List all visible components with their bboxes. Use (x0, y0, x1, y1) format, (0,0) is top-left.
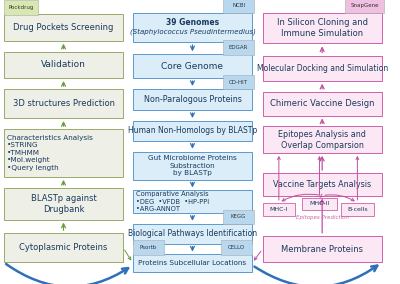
FancyBboxPatch shape (133, 224, 252, 244)
FancyBboxPatch shape (4, 129, 123, 177)
FancyBboxPatch shape (4, 0, 38, 15)
FancyBboxPatch shape (133, 54, 252, 78)
FancyBboxPatch shape (4, 89, 123, 118)
Text: Human Non-Homologs by BLASTp: Human Non-Homologs by BLASTp (128, 126, 257, 135)
FancyBboxPatch shape (262, 173, 382, 196)
FancyBboxPatch shape (133, 254, 252, 272)
Text: Biological Pathways Identification: Biological Pathways Identification (128, 229, 257, 238)
FancyBboxPatch shape (262, 91, 382, 116)
Text: Core Genome: Core Genome (162, 62, 224, 71)
Text: Chimeric Vaccine Design: Chimeric Vaccine Design (270, 99, 374, 108)
FancyBboxPatch shape (223, 75, 254, 89)
FancyBboxPatch shape (302, 198, 337, 210)
Text: Psortb: Psortb (140, 245, 157, 250)
Text: Molecular Docking and Simulation: Molecular Docking and Simulation (256, 64, 388, 73)
FancyBboxPatch shape (221, 240, 252, 255)
Text: CELLO: CELLO (228, 245, 245, 250)
Text: Validation: Validation (41, 60, 86, 69)
Text: Vaccine Targets Analysis: Vaccine Targets Analysis (273, 180, 371, 189)
Text: NCBI: NCBI (232, 3, 245, 9)
Text: 39 Genomes: 39 Genomes (166, 18, 219, 27)
Text: Gut Microbiome Proteins
Substraction
by BLASTp: Gut Microbiome Proteins Substraction by … (148, 155, 237, 176)
Text: MHC-II: MHC-II (309, 201, 330, 206)
Text: Non-Paralogous Proteins: Non-Paralogous Proteins (144, 95, 241, 104)
FancyBboxPatch shape (345, 0, 384, 13)
FancyBboxPatch shape (133, 152, 252, 180)
FancyBboxPatch shape (262, 13, 382, 43)
Text: BLASTp against
Drugbank: BLASTp against Drugbank (31, 194, 96, 214)
FancyBboxPatch shape (4, 188, 123, 220)
FancyBboxPatch shape (262, 236, 382, 262)
Text: (Staphylococcus Pseudintermedius): (Staphylococcus Pseudintermedius) (130, 28, 255, 35)
FancyBboxPatch shape (133, 240, 164, 255)
FancyBboxPatch shape (223, 210, 254, 224)
FancyBboxPatch shape (4, 233, 123, 262)
Text: Comparative Analysis
•DEG  •VFDB  •HP-PPI
•ARG-ANNOT: Comparative Analysis •DEG •VFDB •HP-PPI … (136, 191, 209, 212)
Text: Drug Pockets Screening: Drug Pockets Screening (13, 23, 114, 32)
FancyBboxPatch shape (133, 13, 252, 42)
Text: Cytoplasmic Proteins: Cytoplasmic Proteins (19, 243, 108, 252)
Text: CD-HIT: CD-HIT (229, 80, 248, 85)
FancyBboxPatch shape (223, 40, 254, 55)
Text: SnapGene: SnapGene (350, 3, 379, 9)
Text: Membrane Proteins: Membrane Proteins (281, 245, 363, 254)
FancyBboxPatch shape (133, 89, 252, 110)
FancyBboxPatch shape (4, 51, 123, 78)
Text: Pockdrug: Pockdrug (8, 5, 34, 10)
FancyBboxPatch shape (133, 121, 252, 141)
Text: Characteristics Analysis
•STRING
•TMHMM
•Mol.weight
•Query length: Characteristics Analysis •STRING •TMHMM … (7, 135, 93, 171)
Text: Epitopes Analysis and
Overlap Comparsion: Epitopes Analysis and Overlap Comparsion (278, 130, 366, 150)
FancyBboxPatch shape (133, 190, 252, 213)
Text: Proteins Subcellular Locations: Proteins Subcellular Locations (138, 260, 246, 266)
Text: EDGAR: EDGAR (229, 45, 248, 50)
Text: B-cells: B-cells (347, 207, 368, 212)
Text: MHC-I: MHC-I (270, 207, 288, 212)
Text: 3D structures Prediction: 3D structures Prediction (12, 99, 114, 108)
Text: KEGG: KEGG (231, 214, 246, 219)
FancyBboxPatch shape (262, 126, 382, 153)
FancyBboxPatch shape (4, 14, 123, 41)
Text: Epitopes Prediction: Epitopes Prediction (296, 214, 349, 220)
FancyBboxPatch shape (262, 203, 295, 216)
FancyBboxPatch shape (223, 0, 254, 13)
FancyBboxPatch shape (262, 55, 382, 81)
FancyBboxPatch shape (341, 203, 374, 216)
Text: In Silicon Cloning and
Immune Simulation: In Silicon Cloning and Immune Simulation (277, 18, 368, 38)
